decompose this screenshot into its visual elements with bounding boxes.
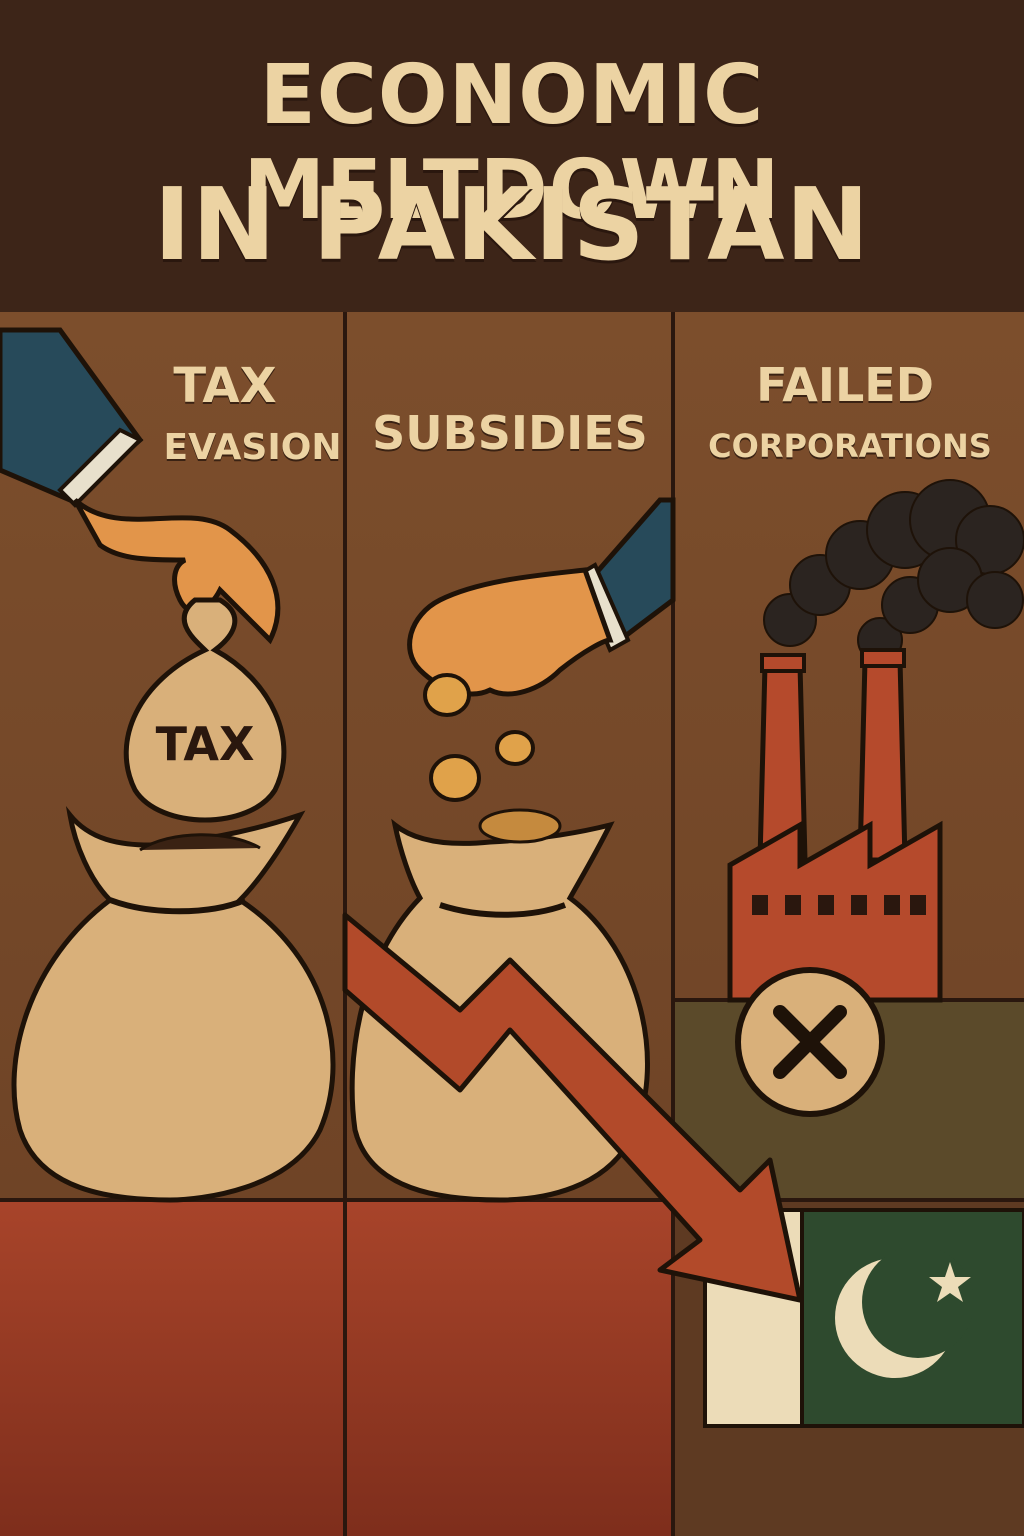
panel-label-evasion: EVASION bbox=[163, 427, 342, 468]
money-bag-icon bbox=[11, 805, 336, 1203]
panel-label-subsidies: SUBSIDIES bbox=[372, 406, 648, 460]
page-title-line-1: ECONOMIC MELTDOWN bbox=[243, 48, 781, 238]
coin-icon bbox=[429, 754, 481, 802]
title-band: ECONOMIC MELTDOWN IN PAKISTAN bbox=[0, 0, 1024, 312]
coin-pile bbox=[478, 808, 562, 844]
x-mark bbox=[773, 1005, 847, 1079]
bag-tie bbox=[439, 902, 567, 918]
bag-tax-text: TAX bbox=[156, 717, 255, 771]
hand-icon bbox=[72, 498, 281, 645]
star-icon bbox=[929, 1262, 971, 1302]
factory-icon bbox=[727, 820, 943, 1003]
panel-failed-corporations-art bbox=[727, 479, 1024, 1117]
chimney-cap bbox=[760, 653, 806, 673]
downward-arrow-icon bbox=[342, 912, 803, 1303]
money-bag-icon bbox=[123, 597, 287, 823]
panel-label-corporations: CORPORATIONS bbox=[708, 427, 992, 465]
chimney-cap bbox=[860, 648, 906, 668]
bag-tie bbox=[108, 897, 247, 915]
factory-windows bbox=[752, 895, 926, 915]
panel-label-tax: TAX bbox=[173, 358, 277, 414]
page-title-line-2: IN PAKISTAN bbox=[153, 166, 871, 283]
panel-tax-evasion-art: TAX bbox=[0, 327, 336, 1203]
coin-icon bbox=[423, 673, 471, 717]
panel-label-failed: FAILED bbox=[756, 358, 934, 412]
red-floor bbox=[0, 1200, 680, 1536]
coin-icon bbox=[495, 730, 535, 766]
bag-opening bbox=[139, 833, 261, 852]
